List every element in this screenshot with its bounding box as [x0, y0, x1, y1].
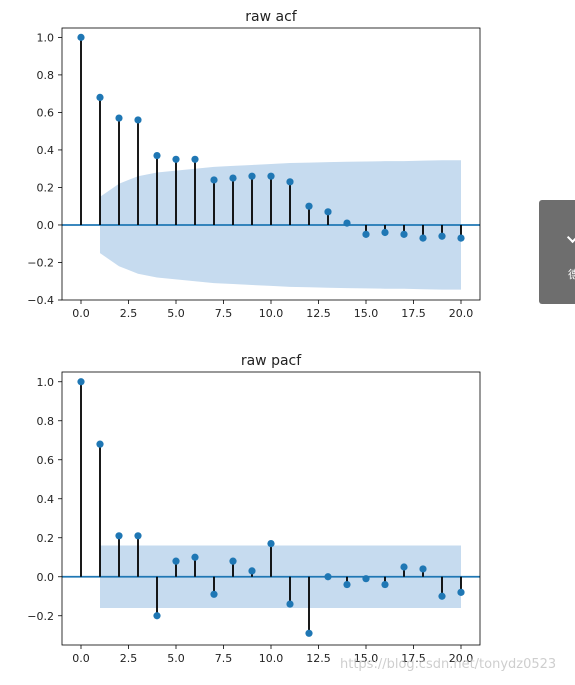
- data-point: [153, 151, 161, 160]
- data-point: [210, 176, 218, 184]
- x-tick-label: 17.5: [401, 307, 426, 320]
- x-tick-label: 20.0: [449, 652, 474, 665]
- data-point: [343, 580, 351, 589]
- y-tick-label: 0.8: [37, 415, 55, 428]
- x-tick-label: 7.5: [215, 652, 233, 665]
- data-point: [324, 573, 332, 581]
- data-point: [115, 532, 123, 540]
- y-tick-label: −0.4: [27, 294, 54, 307]
- y-tick-label: 0.0: [37, 571, 55, 584]
- data-point: [457, 588, 465, 596]
- data-point: [172, 155, 180, 163]
- x-tick-label: 15.0: [354, 652, 379, 665]
- data-point: [248, 172, 256, 180]
- data-point: [77, 378, 85, 386]
- y-tick-label: 0.0: [37, 219, 55, 232]
- data-point: [96, 93, 104, 102]
- data-point: [191, 155, 199, 163]
- data-point: [457, 234, 465, 242]
- side-widget-glyph: 德: [568, 268, 575, 281]
- x-tick-label: 0.0: [72, 652, 90, 665]
- data-point: [305, 202, 313, 210]
- y-tick-label: 0.8: [37, 69, 55, 82]
- data-point: [305, 629, 313, 637]
- data-point: [77, 33, 85, 41]
- data-point: [267, 172, 275, 180]
- x-tick-label: 12.5: [306, 307, 331, 320]
- y-tick-label: 0.6: [37, 454, 55, 467]
- data-point: [400, 563, 408, 571]
- x-tick-label: 15.0: [354, 307, 379, 320]
- data-point: [381, 580, 389, 589]
- check-icon: [566, 228, 575, 244]
- x-tick-label: 0.0: [72, 307, 90, 320]
- watermark: https://blog.csdn.net/tonydz0523: [340, 657, 557, 672]
- data-point: [419, 234, 427, 242]
- y-tick-label: 1.0: [37, 31, 55, 44]
- x-tick-label: 7.5: [215, 307, 233, 320]
- x-tick-label: 5.0: [167, 652, 185, 665]
- data-point: [134, 532, 142, 540]
- y-tick-label: −0.2: [27, 610, 54, 623]
- data-point: [96, 440, 104, 448]
- plot-1: 0.0 2.5 5.0 7.5 10.0 12.5 15.0 17.5 20.0 1.0 0.8 0.…: [27, 353, 481, 665]
- y-tick-label: −0.2: [27, 256, 54, 269]
- x-tick-label: 12.5: [306, 652, 331, 665]
- data-point: [419, 565, 427, 573]
- x-tick-label: 2.5: [120, 307, 138, 320]
- data-point: [324, 208, 332, 216]
- x-tick-label: 2.5: [120, 652, 138, 665]
- data-point: [381, 228, 389, 237]
- chart-title: raw acf: [245, 9, 298, 25]
- y-tick-label: 0.2: [37, 181, 55, 194]
- data-point: [153, 612, 161, 620]
- data-point: [229, 174, 237, 182]
- data-point: [172, 557, 180, 565]
- data-point: [343, 219, 351, 227]
- data-point: [210, 590, 218, 598]
- data-point: [400, 230, 408, 238]
- x-tick-label: 10.0: [259, 307, 284, 320]
- data-point: [286, 178, 294, 186]
- data-point: [248, 567, 256, 575]
- x-tick-label: 5.0: [167, 307, 185, 320]
- x-tick-label: 20.0: [449, 307, 474, 320]
- chart-title: raw pacf: [241, 353, 302, 369]
- data-point: [362, 575, 370, 583]
- y-tick-label: 1.0: [37, 376, 55, 389]
- data-point: [267, 540, 275, 548]
- data-point: [191, 553, 199, 561]
- data-point: [362, 230, 370, 238]
- side-feedback-widget[interactable]: 德: [539, 200, 575, 304]
- data-point: [438, 592, 446, 600]
- y-tick-label: 0.4: [37, 493, 55, 506]
- plot-0: 0.0 2.5 5.0 7.5 10.0 12.5 15.0 17.5 20.0 1.0 0.8 0.…: [27, 9, 481, 320]
- x-tick-label: 10.0: [259, 652, 284, 665]
- data-point: [286, 600, 294, 608]
- x-tick-label: 17.5: [401, 652, 426, 665]
- y-tick-label: 0.2: [37, 532, 55, 545]
- data-point: [229, 557, 237, 565]
- data-point: [115, 114, 123, 122]
- y-tick-label: 0.6: [37, 106, 55, 119]
- data-point: [134, 116, 142, 124]
- y-tick-label: 0.4: [37, 144, 55, 157]
- data-point: [438, 232, 446, 240]
